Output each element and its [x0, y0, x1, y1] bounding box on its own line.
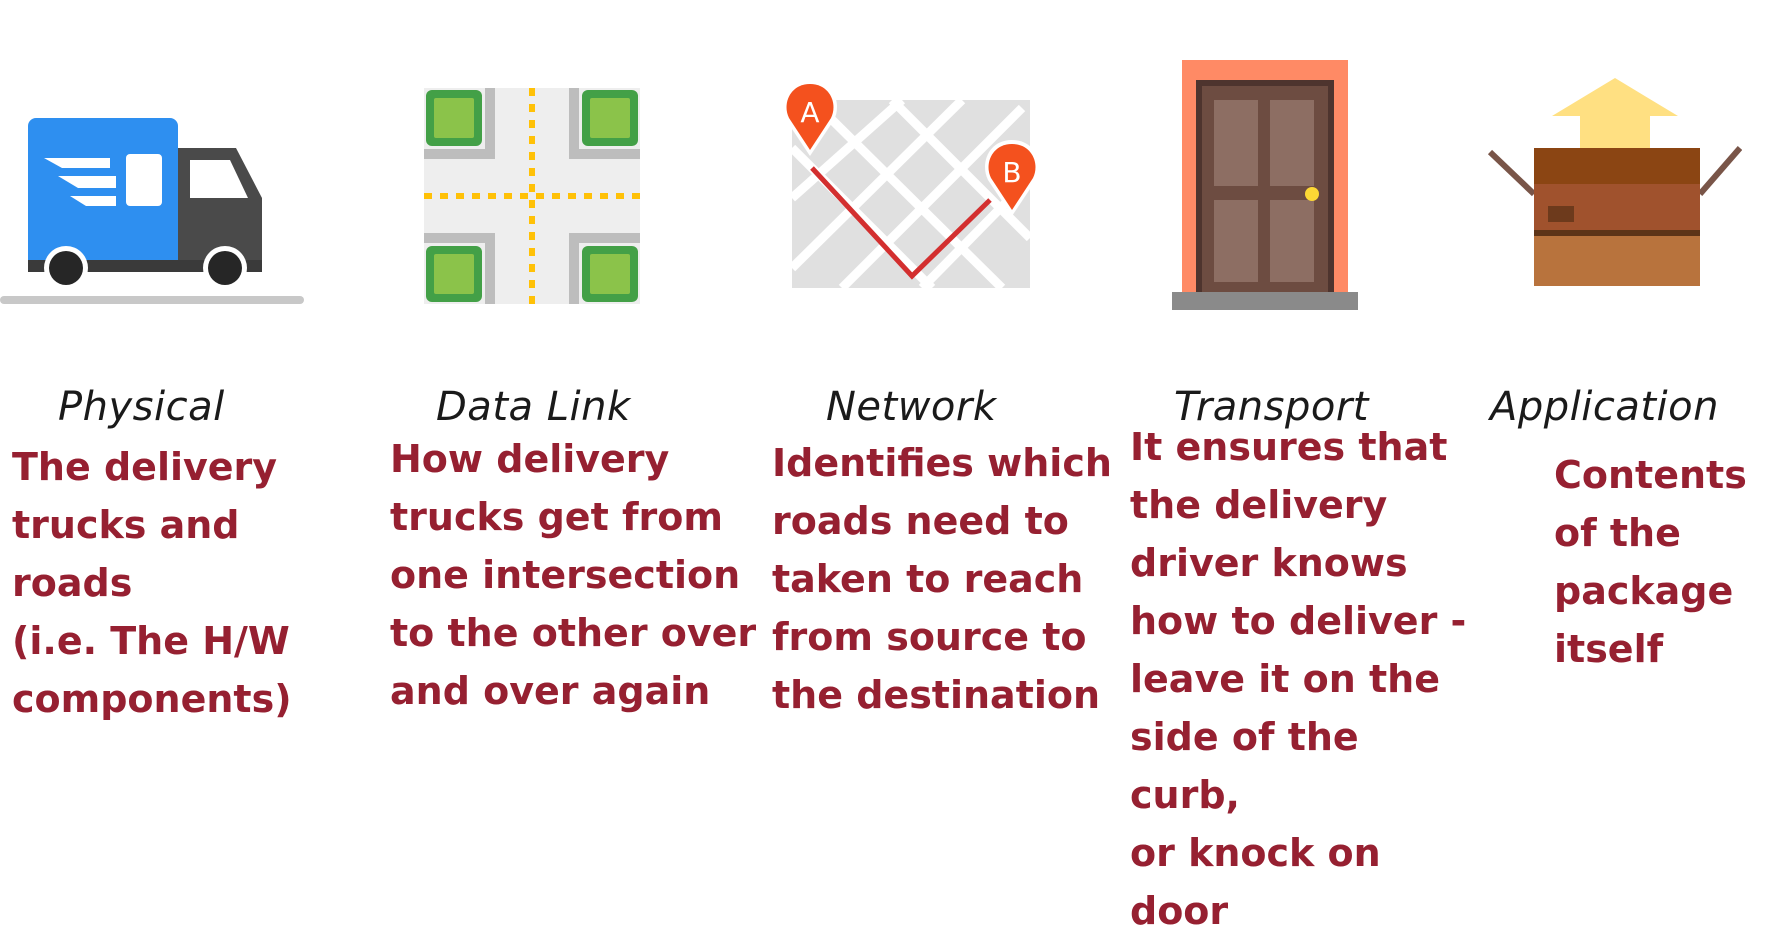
layer-description: The delivery trucks and roads (i.e. The …	[12, 445, 292, 721]
svg-text:A: A	[800, 96, 819, 129]
layer-title: Transport	[1174, 384, 1369, 430]
layer-title: Data Link	[436, 384, 631, 430]
door-icon	[1172, 60, 1358, 310]
layer-physical: Physical The delivery trucks and roads (…	[0, 0, 370, 867]
layer-title: Network	[826, 384, 997, 430]
layer-application: Application Contents of the package itse…	[1470, 0, 1778, 867]
layer-transport: Transport It ensures that the delivery d…	[1130, 0, 1470, 933]
layer-description: It ensures that the delivery driver know…	[1130, 425, 1467, 933]
layer-title: Application	[1490, 384, 1719, 430]
layer-description: Identifies which roads need to taken to …	[772, 441, 1112, 717]
layer-data-link: Data Link How delivery trucks get from o…	[370, 0, 770, 867]
layer-description: How delivery trucks get from one interse…	[390, 437, 757, 713]
layer-title: Physical	[58, 384, 225, 430]
route-map-icon: A B	[783, 80, 1039, 292]
layer-description: Contents of the package itself	[1554, 453, 1747, 671]
svg-text:B: B	[1002, 156, 1021, 189]
package-box-icon	[1488, 78, 1742, 286]
road-intersection-icon	[424, 88, 640, 304]
layer-network: A B Network Identifies which roads need …	[770, 0, 1130, 867]
delivery-truck-icon	[0, 118, 304, 304]
